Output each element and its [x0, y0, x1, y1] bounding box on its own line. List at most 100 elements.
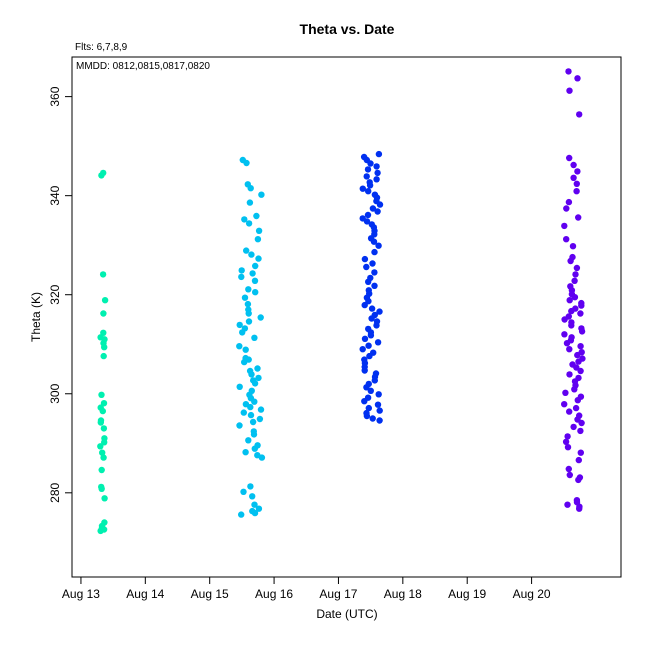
data-point-flight-4: [571, 277, 578, 284]
data-point-flight-2: [254, 236, 262, 243]
data-point-flight-4: [573, 264, 581, 272]
data-point-flight-2: [245, 286, 252, 293]
data-point-flight-4: [575, 456, 582, 464]
data-point-flight-2: [255, 374, 262, 382]
data-point-flight-3: [365, 342, 372, 349]
data-point-flight-2: [238, 267, 245, 274]
data-point-flight-3: [361, 335, 369, 342]
data-point-flight-4: [563, 236, 570, 243]
data-point-flight-4: [571, 386, 578, 393]
data-point-flight-3: [373, 322, 380, 329]
data-point-flight-4: [577, 367, 584, 375]
y-axis-ticks: 280 300 320 340 360: [48, 86, 72, 503]
data-point-flight-2: [255, 255, 262, 262]
data-point-flight-4: [572, 271, 579, 278]
data-point-flight-2: [241, 358, 248, 366]
data-point-flight-2: [242, 449, 249, 456]
data-point-flight-4: [561, 331, 568, 338]
data-point-flight-2: [253, 212, 260, 220]
data-point-flight-2: [249, 493, 256, 500]
data-point-flight-2: [247, 483, 254, 490]
x-tick-label: Aug 14: [126, 587, 164, 601]
data-point-flight-4: [574, 397, 581, 404]
data-point-flight-4: [570, 161, 577, 169]
data-point-flight-2: [247, 403, 254, 411]
data-point-flight-2: [245, 220, 253, 227]
data-point-flight-3: [359, 346, 366, 353]
data-point-flight-3: [363, 218, 371, 225]
data-point-flight-1: [101, 439, 108, 446]
data-point-flight-4: [578, 328, 586, 335]
data-point-flight-3: [371, 377, 378, 384]
data-point-flight-3: [371, 282, 378, 289]
flights-note: Flts: 6,7,8,9: [75, 42, 128, 53]
data-point-flight-2: [245, 437, 252, 444]
data-point-flight-4: [566, 346, 573, 353]
data-point-flight-2: [251, 445, 258, 452]
data-point-flight-2: [238, 273, 245, 281]
data-point-flight-3: [365, 404, 372, 412]
data-point-flight-2: [251, 334, 258, 341]
data-point-flight-2: [243, 159, 250, 167]
data-points: [97, 68, 586, 535]
data-point-flight-2: [241, 216, 248, 223]
data-point-flight-1: [99, 449, 106, 456]
data-point-flight-2: [258, 191, 265, 198]
data-point-flight-3: [365, 278, 372, 285]
data-point-flight-4: [571, 294, 579, 301]
x-tick-label: Aug 18: [384, 587, 422, 601]
data-point-flight-2: [251, 509, 259, 517]
data-point-flight-3: [366, 182, 374, 189]
data-point-flight-3: [361, 398, 368, 405]
data-point-flight-3: [375, 150, 383, 158]
data-point-flight-2: [248, 371, 255, 378]
data-point-flight-2: [254, 365, 261, 372]
data-point-flight-3: [363, 412, 371, 420]
data-point-flight-2: [251, 398, 258, 405]
data-point-flight-4: [566, 87, 573, 94]
data-point-flight-4: [572, 404, 580, 412]
data-point-flight-2: [236, 321, 243, 329]
data-point-flight-3: [376, 201, 384, 208]
x-tick-label: Aug 20: [513, 587, 551, 601]
data-point-flight-3: [374, 208, 381, 215]
data-point-flight-2: [241, 294, 249, 301]
data-point-flight-4: [566, 408, 573, 415]
data-point-flight-4: [567, 257, 574, 265]
data-point-flight-1: [100, 310, 107, 317]
data-point-flight-3: [375, 242, 382, 249]
data-point-flight-2: [246, 199, 254, 206]
data-point-flight-1: [99, 407, 107, 415]
data-point-flight-4: [577, 449, 584, 456]
y-tick-label: 300: [48, 383, 62, 403]
data-point-flight-3: [367, 332, 375, 339]
data-point-flight-4: [565, 68, 572, 75]
data-point-flight-2: [257, 406, 265, 413]
data-point-flight-4: [570, 423, 577, 431]
data-point-flight-2: [250, 431, 258, 438]
data-point-flight-2: [236, 383, 243, 390]
data-point-flight-1: [98, 466, 105, 474]
data-point-flight-2: [248, 251, 255, 258]
plot-frame: [71, 56, 622, 578]
data-point-flight-2: [245, 310, 252, 317]
data-point-flight-1: [97, 443, 104, 450]
data-point-flight-2: [239, 329, 246, 336]
data-point-flight-2: [236, 422, 243, 429]
data-point-flight-1: [101, 495, 108, 502]
data-point-flight-4: [564, 433, 571, 440]
data-point-flight-3: [376, 308, 383, 315]
data-point-flight-1: [99, 271, 107, 278]
data-point-flight-3: [373, 163, 380, 170]
data-point-flight-2: [243, 247, 250, 254]
data-point-flight-1: [98, 485, 105, 492]
data-point-flight-3: [361, 301, 368, 309]
data-point-flight-4: [576, 505, 583, 512]
data-point-flight-3: [369, 260, 376, 267]
data-point-flight-3: [373, 176, 380, 183]
data-point-flight-2: [240, 488, 247, 495]
data-point-flight-2: [242, 346, 249, 353]
x-tick-label: Aug 17: [319, 587, 357, 601]
data-point-flight-4: [562, 389, 569, 396]
data-point-flight-1: [97, 419, 105, 426]
